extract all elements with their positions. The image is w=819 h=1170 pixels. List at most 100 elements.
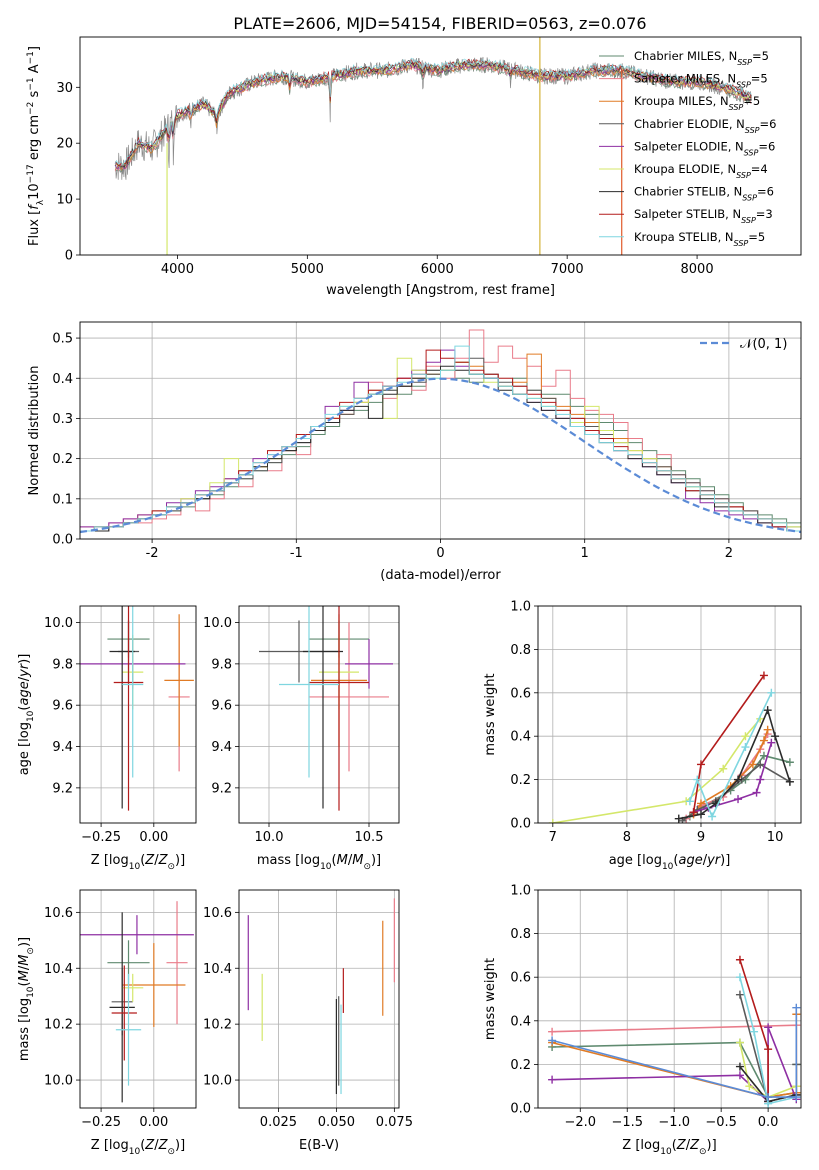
legend-text: =5 <box>743 94 760 108</box>
weight-vs-Z-xlabel-part: / <box>686 1138 691 1153</box>
residuals-ytick-label: 0.2 <box>52 452 73 467</box>
weight-vs-age-ylabel: mass weight <box>483 673 498 755</box>
weight_vs_age-marker <box>756 760 765 769</box>
weight-vs-age-xlabel-part: yr <box>706 853 722 868</box>
weight_vs_Z-ytick-label: 0.2 <box>510 1058 531 1073</box>
age-vs-Z-ylabel-part: age [ <box>17 742 32 775</box>
mass_vs_ebv-xtick-label: 0.075 <box>376 1115 413 1130</box>
weight_vs_age-marker <box>785 777 794 786</box>
spectrum-legend-label: Salpeter ELODIE, NSSP=6 <box>634 139 775 157</box>
mass_vs_ebv-frame <box>238 889 400 1109</box>
normal-curve <box>80 377 801 534</box>
weight_vs_age-line <box>682 763 791 822</box>
mass-vs-Z-xlabel-part: )] <box>175 1138 185 1153</box>
residuals-xlabel: (data-model)/error <box>380 568 501 583</box>
weight_vs_age-marker <box>763 725 772 734</box>
age-vs-mass-xlabel-part: / <box>348 853 353 868</box>
weight_vs_Z-xtick-label: 0.0 <box>758 1115 779 1130</box>
age-vs-mass-xlabel-part: M <box>352 853 363 868</box>
weight_vs_age-line <box>552 718 761 823</box>
weight-vs-age-xlabel-part: )] <box>720 853 730 868</box>
age-vs-Z-ylabel-part: / <box>17 676 32 681</box>
age_vs_Z-xtick-label: −0.25 <box>81 830 121 845</box>
legend-text: Kroupa ELODIE, N <box>634 162 736 176</box>
mass-vs-Z-ylabel-part: mass [ <box>17 1018 32 1061</box>
weight_vs_age-marker <box>734 795 743 804</box>
mass-vs-ebv-xlabel-part: E(B-V) <box>299 1138 339 1153</box>
weight_vs_age-xtick-label: 9 <box>697 830 705 845</box>
legend-sub: SSP <box>742 193 757 202</box>
weight_vs_Z-xtick-label: −1.0 <box>658 1115 690 1130</box>
mass-vs-ebv-xlabel: E(B-V) <box>299 1138 339 1153</box>
legend-text: =5 <box>751 72 768 86</box>
age-vs-mass-xlabel-part: log <box>300 853 320 868</box>
weight-vs-Z-xlabel-part: Z <box>689 1138 700 1153</box>
legend-text: Salpeter MILES, N <box>634 72 736 86</box>
age-vs-mass-xlabel: mass [log10(M/M⊙)] <box>257 853 381 872</box>
mass_vs_Z-ytick-label: 10.0 <box>44 1074 73 1089</box>
legend-text: =3 <box>756 207 773 221</box>
weight_vs_age-marker <box>785 758 794 767</box>
legend-sub: SSP <box>744 148 759 157</box>
weight_vs_age-marker <box>759 751 768 760</box>
legend-sub: SSP <box>736 80 751 89</box>
weight_vs_Z-ytick-label: 0.4 <box>510 1014 531 1029</box>
weight_vs_Z-line <box>739 976 797 1105</box>
residuals-ytick-label: 0.0 <box>52 533 73 548</box>
age-vs-Z-xlabel-part: ⊙ <box>167 862 175 872</box>
weight-vs-age-ylabel-part: mass weight <box>483 673 498 755</box>
weight_vs_age-marker <box>708 812 717 821</box>
mass-vs-Z-xlabel-part: Z <box>158 1138 169 1153</box>
weight_vs_Z-ytick-label: 0.0 <box>510 1102 531 1117</box>
residuals-xtick-label: 0 <box>436 546 444 561</box>
legend-text: =6 <box>757 185 774 199</box>
age_vs_Z-ytick-label: 9.2 <box>52 781 73 796</box>
spectrum-xlabel: wavelength [Angstrom, rest frame] <box>326 283 555 298</box>
spectrum-xtick-label: 7000 <box>551 262 584 277</box>
weight_vs_Z-plot-area <box>548 955 801 1108</box>
legend-text: =6 <box>758 139 775 153</box>
age-vs-Z-xlabel-part: log <box>109 853 129 868</box>
weight-vs-Z-xlabel-part: 10 <box>660 1147 672 1157</box>
spectrum-ytick-label: 0 <box>65 249 73 264</box>
mass-vs-Z-xlabel-part: Z <box>144 1138 155 1153</box>
mass-vs-Z-xlabel-part: / <box>154 1138 159 1153</box>
legend-text: Salpeter ELODIE, N <box>634 139 744 153</box>
spectrum-ytick-label: 20 <box>56 137 73 152</box>
age-vs-mass-xlabel-part: )] <box>371 853 381 868</box>
weight_vs_age-marker <box>674 814 683 823</box>
weight_vs_Z-line <box>551 1007 798 1098</box>
age-vs-Z-ylabel-part: )] <box>17 654 32 664</box>
age-vs-Z-ylabel: age [log10(age/yr)] <box>17 654 36 776</box>
spectrum-ylabel-part: −17 <box>26 164 36 183</box>
spectrum-ylabel-part: Flux [ <box>27 210 42 246</box>
weight_vs_Z-marker <box>735 973 744 982</box>
weight_vs_Z-marker <box>735 1071 744 1080</box>
weight_vs_age-marker <box>689 808 698 817</box>
weight_vs_age-marker <box>741 732 750 741</box>
figure-title: PLATE=2606, MJD=54154, FIBERID=0563, z=0… <box>233 14 646 33</box>
spectrum-xtick-label: 5000 <box>291 262 324 277</box>
legend-sub: SSP <box>741 216 756 225</box>
weight-vs-age-xlabel-part: age <box>678 853 702 868</box>
residuals-ytick-label: 0.4 <box>52 372 73 387</box>
weight_vs_age-marker <box>767 738 776 747</box>
weight_vs_age-ytick-label: 0.4 <box>510 730 531 745</box>
spectrum-legend-label: Salpeter MILES, NSSP=5 <box>634 72 768 90</box>
spectrum-ylabel-part: ] <box>27 46 42 51</box>
mass-vs-Z-xlabel-part: ⊙ <box>167 1147 175 1157</box>
mass_vs_ebv-plot-area <box>247 898 395 1095</box>
legend-text: =5 <box>748 230 765 244</box>
weight_vs_Z-xtick-label: −2.0 <box>564 1115 596 1130</box>
mass_vs_Z-ytick-label: 10.6 <box>44 906 73 921</box>
age_vs_mass-xtick-label: 10.5 <box>355 830 384 845</box>
weight-vs-age-xlabel-part: / <box>703 853 708 868</box>
mass_vs_Z-frame <box>79 889 197 1109</box>
mass_vs_ebv-ytick-label: 10.2 <box>203 1018 232 1033</box>
weight_vs_Z-ytick-label: 1.0 <box>510 884 531 899</box>
mass-vs-Z-xlabel-part: log <box>109 1138 129 1153</box>
weight_vs_age-line <box>693 742 773 813</box>
weight_vs_age-marker <box>748 760 757 769</box>
weight_vs_age-marker <box>759 736 768 745</box>
